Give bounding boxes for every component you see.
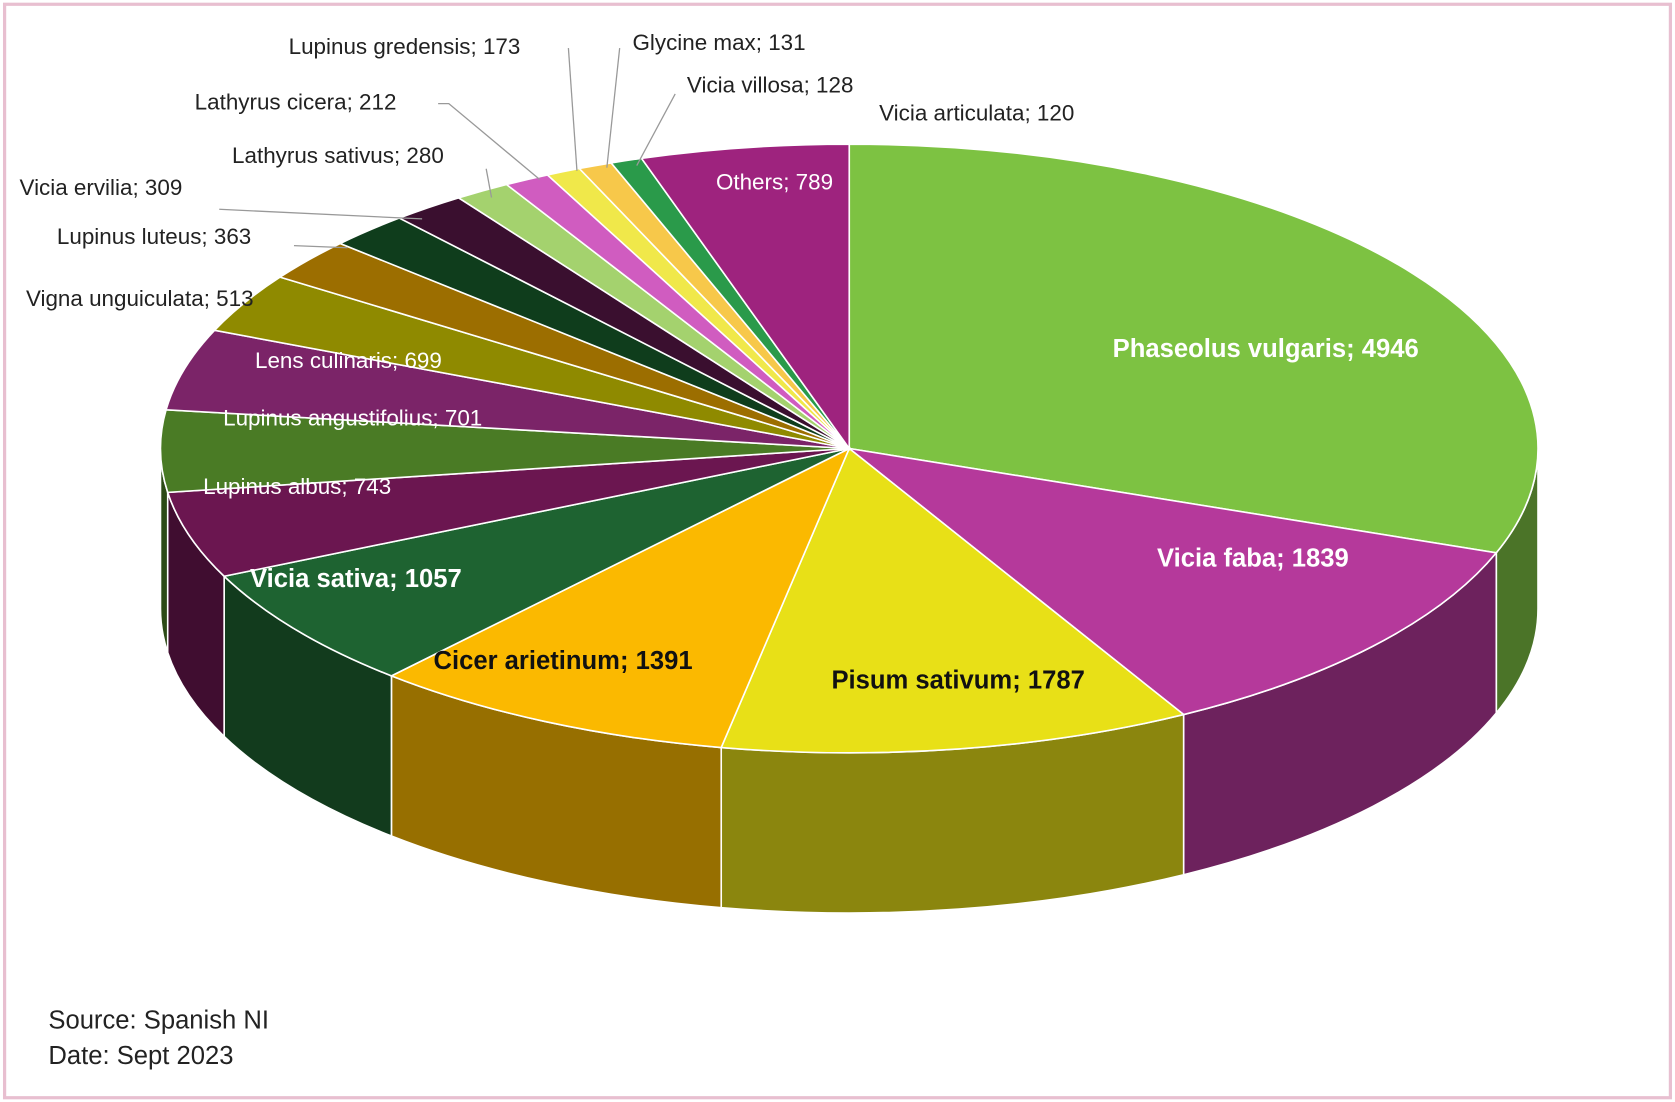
data-label: Lupinus gredensis; 173 [289, 34, 521, 59]
labels: Phaseolus vulgaris; 4946 Vicia faba; 1839… [20, 30, 1419, 694]
label-value: 212 [359, 90, 396, 115]
label-value: 1839 [1292, 544, 1349, 572]
label-value: 513 [216, 286, 253, 311]
pie-tops [159, 143, 1539, 754]
label-category: Phaseolus vulgaris [1113, 335, 1346, 363]
label-separator: ; [201, 224, 213, 249]
leader-line [606, 47, 621, 168]
data-label: Pisum sativum; 1787 [831, 666, 1084, 694]
label-category: Cicer arietinum [434, 647, 620, 675]
label-category: Lupinus angustifolius [223, 406, 432, 431]
label-value: 120 [1037, 100, 1074, 125]
label-category: Lupinus gredensis [289, 34, 471, 59]
data-label: Vigna unguiculata; 513 [26, 286, 254, 311]
data-label: Others; 789 [716, 170, 833, 195]
label-category: Lupinus albus [203, 474, 341, 499]
slice [720, 447, 1186, 754]
label-separator: ; [1276, 544, 1292, 572]
label-value: 789 [796, 170, 833, 195]
label-separator: ; [1024, 100, 1036, 125]
label-separator: ; [471, 34, 483, 59]
label-separator: ; [804, 72, 816, 97]
label-category: Vigna unguiculata [26, 286, 204, 311]
label-separator: ; [394, 143, 406, 168]
label-value: 1391 [636, 647, 693, 675]
label-value: 743 [354, 474, 391, 499]
label-value: 280 [406, 143, 443, 168]
data-label: Vicia faba; 1839 [1157, 544, 1349, 572]
label-separator: ; [392, 348, 404, 373]
leader-line [485, 168, 493, 198]
slice [159, 408, 850, 494]
label-category: Lupinus luteus [57, 224, 202, 249]
pie-sides [159, 448, 1539, 914]
label-separator: ; [341, 474, 353, 499]
data-label: Cicer arietinum; 1391 [434, 647, 693, 675]
label-separator: ; [756, 30, 768, 55]
data-label: Lens culinaris; 699 [255, 348, 442, 373]
label-category: Glycine max [632, 30, 755, 55]
label-value: 309 [145, 175, 182, 200]
label-category: Vicia articulata [879, 100, 1025, 125]
label-value: 1057 [405, 565, 462, 593]
slice [165, 329, 850, 450]
label-value: 363 [214, 224, 251, 249]
label-category: Vicia faba [1157, 544, 1277, 572]
label-value: 131 [768, 30, 805, 55]
data-label: Lupinus angustifolius; 701 [223, 406, 482, 431]
leader-line [219, 208, 423, 220]
label-value: 701 [445, 406, 482, 431]
slice [846, 447, 1498, 716]
label-separator: ; [432, 406, 444, 431]
slice [848, 143, 1539, 554]
data-label: Lathyrus cicera; 212 [195, 90, 397, 115]
label-separator: ; [620, 647, 636, 675]
data-label: Lupinus albus; 743 [203, 474, 391, 499]
leader-line [293, 244, 348, 249]
data-label: Vicia articulata; 120 [879, 100, 1074, 125]
label-separator: ; [389, 565, 405, 593]
leader-line [438, 102, 540, 180]
leader-line [636, 93, 676, 166]
label-value: 1787 [1028, 666, 1085, 694]
slice [389, 446, 851, 749]
label-category: Others [716, 170, 783, 195]
date-note: Date: Sept 2023 [48, 1042, 233, 1070]
slice [166, 447, 850, 578]
label-value: 173 [483, 34, 520, 59]
leader-line [567, 48, 578, 171]
label-value: 128 [816, 72, 853, 97]
label-value: 4946 [1362, 335, 1419, 363]
data-label: Lupinus luteus; 363 [57, 224, 251, 249]
data-label: Vicia ervilia; 309 [20, 175, 183, 200]
label-category: Pisum sativum [831, 666, 1012, 694]
label-separator: ; [1012, 666, 1028, 694]
label-separator: ; [1346, 335, 1362, 363]
label-category: Lathyrus sativus [232, 143, 394, 168]
label-separator: ; [783, 170, 795, 195]
label-category: Vicia sativa [250, 565, 390, 593]
slice [640, 143, 851, 451]
label-separator: ; [132, 175, 144, 200]
label-category: Vicia villosa [687, 72, 804, 97]
source-note: Source: Spanish NI [48, 1007, 269, 1035]
label-separator: ; [347, 90, 359, 115]
label-category: Lathyrus cicera [195, 90, 347, 115]
label-category: Vicia ervilia [20, 175, 133, 200]
label-category: Lens culinaris [255, 348, 392, 373]
data-label: Vicia sativa; 1057 [250, 565, 462, 593]
label-value: 699 [404, 348, 441, 373]
data-label: Glycine max; 131 [632, 30, 805, 55]
data-label: Lathyrus sativus; 280 [232, 143, 444, 168]
label-separator: ; [204, 286, 216, 311]
data-label: Vicia villosa; 128 [687, 72, 854, 97]
data-label: Phaseolus vulgaris; 4946 [1113, 335, 1419, 363]
slice [222, 447, 850, 677]
